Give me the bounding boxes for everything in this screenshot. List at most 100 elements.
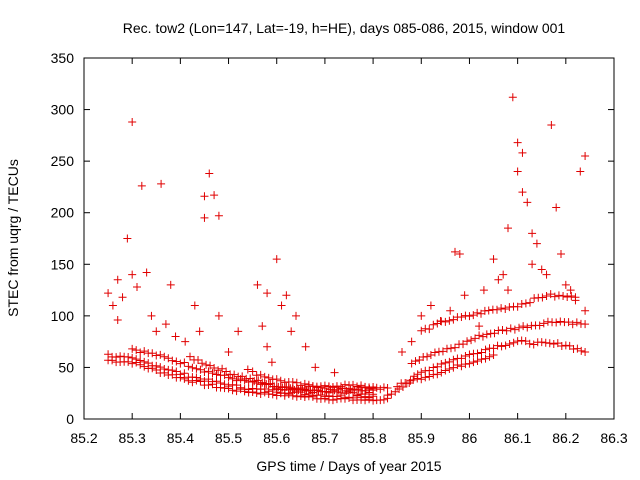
y-tick-label: 150 xyxy=(51,256,75,272)
data-point xyxy=(128,117,137,126)
data-point xyxy=(453,361,462,370)
data-point xyxy=(276,385,285,394)
data-point xyxy=(196,374,205,383)
data-point xyxy=(552,203,561,212)
data-point xyxy=(104,289,113,298)
data-point xyxy=(301,342,310,351)
data-point xyxy=(441,317,450,326)
data-point xyxy=(465,359,474,368)
data-point xyxy=(132,355,141,364)
data-point xyxy=(272,255,281,264)
data-point xyxy=(172,357,181,366)
data-point xyxy=(311,363,320,372)
data-point xyxy=(413,374,422,383)
data-point xyxy=(497,342,506,351)
data-point xyxy=(501,341,510,350)
data-point xyxy=(494,275,503,284)
data-point xyxy=(160,364,169,373)
data-point xyxy=(537,338,546,347)
data-point xyxy=(532,239,541,248)
data-point xyxy=(200,213,209,222)
data-point xyxy=(519,322,528,331)
data-point xyxy=(542,270,551,279)
data-point xyxy=(144,359,153,368)
data-point xyxy=(429,363,438,372)
x-tick-label: 85.4 xyxy=(167,430,194,446)
data-point xyxy=(243,365,252,374)
data-point xyxy=(212,370,221,379)
data-point xyxy=(482,330,491,339)
data-point xyxy=(489,255,498,264)
data-point xyxy=(499,270,508,279)
data-point xyxy=(156,363,165,372)
data-point xyxy=(557,342,566,351)
data-point xyxy=(118,293,127,302)
data-point xyxy=(222,367,231,376)
data-point xyxy=(461,360,470,369)
data-point xyxy=(423,352,432,361)
data-point xyxy=(332,383,341,392)
x-tick-label: 85.2 xyxy=(70,430,97,446)
data-point xyxy=(198,359,207,368)
data-point xyxy=(556,317,565,326)
data-point xyxy=(320,381,329,390)
data-point xyxy=(254,376,263,385)
data-points xyxy=(104,93,590,405)
data-point xyxy=(292,311,300,320)
data-point xyxy=(568,320,577,329)
data-point xyxy=(349,380,358,389)
data-point xyxy=(267,358,276,367)
data-point xyxy=(300,384,309,393)
data-point xyxy=(461,351,470,360)
data-point xyxy=(521,299,530,308)
data-point xyxy=(505,339,514,348)
data-point xyxy=(244,385,253,394)
data-point xyxy=(224,382,233,391)
data-point xyxy=(240,376,249,385)
data-point xyxy=(457,312,466,321)
data-point xyxy=(446,344,455,353)
data-point xyxy=(426,301,435,310)
y-tick-label: 100 xyxy=(51,308,75,324)
data-point xyxy=(136,348,145,357)
data-point xyxy=(515,323,524,332)
data-point xyxy=(510,325,519,334)
data-point xyxy=(539,319,548,328)
data-point xyxy=(256,370,265,379)
data-point xyxy=(469,311,478,320)
data-point xyxy=(508,93,517,102)
data-point xyxy=(473,356,482,365)
data-point xyxy=(523,198,532,207)
y-tick-label: 0 xyxy=(66,411,74,427)
data-point xyxy=(246,374,255,383)
data-point xyxy=(451,343,459,352)
data-point xyxy=(513,337,522,346)
x-axis-label: GPS time / Days of year 2015 xyxy=(256,458,441,474)
data-point xyxy=(564,318,573,327)
data-point xyxy=(457,354,466,363)
data-point xyxy=(393,382,402,391)
x-tick-label: 85.7 xyxy=(311,430,338,446)
data-point xyxy=(248,367,257,376)
data-point xyxy=(567,291,576,300)
data-point xyxy=(417,311,426,320)
data-point xyxy=(505,303,514,312)
x-tick-label: 86.1 xyxy=(504,430,531,446)
data-point xyxy=(133,282,141,291)
data-point xyxy=(489,344,498,353)
data-point xyxy=(357,381,366,390)
data-point xyxy=(266,379,275,388)
data-point xyxy=(465,350,474,359)
data-point xyxy=(168,366,177,375)
x-tick-label: 85.6 xyxy=(263,430,290,446)
data-point xyxy=(128,270,137,279)
y-tick-label: 250 xyxy=(51,153,75,169)
data-point xyxy=(132,346,141,355)
data-point xyxy=(550,292,559,301)
data-point xyxy=(517,336,526,345)
data-point xyxy=(429,320,438,329)
data-point xyxy=(172,367,181,376)
data-point xyxy=(123,234,132,243)
data-point xyxy=(529,340,538,349)
data-point xyxy=(506,324,515,333)
